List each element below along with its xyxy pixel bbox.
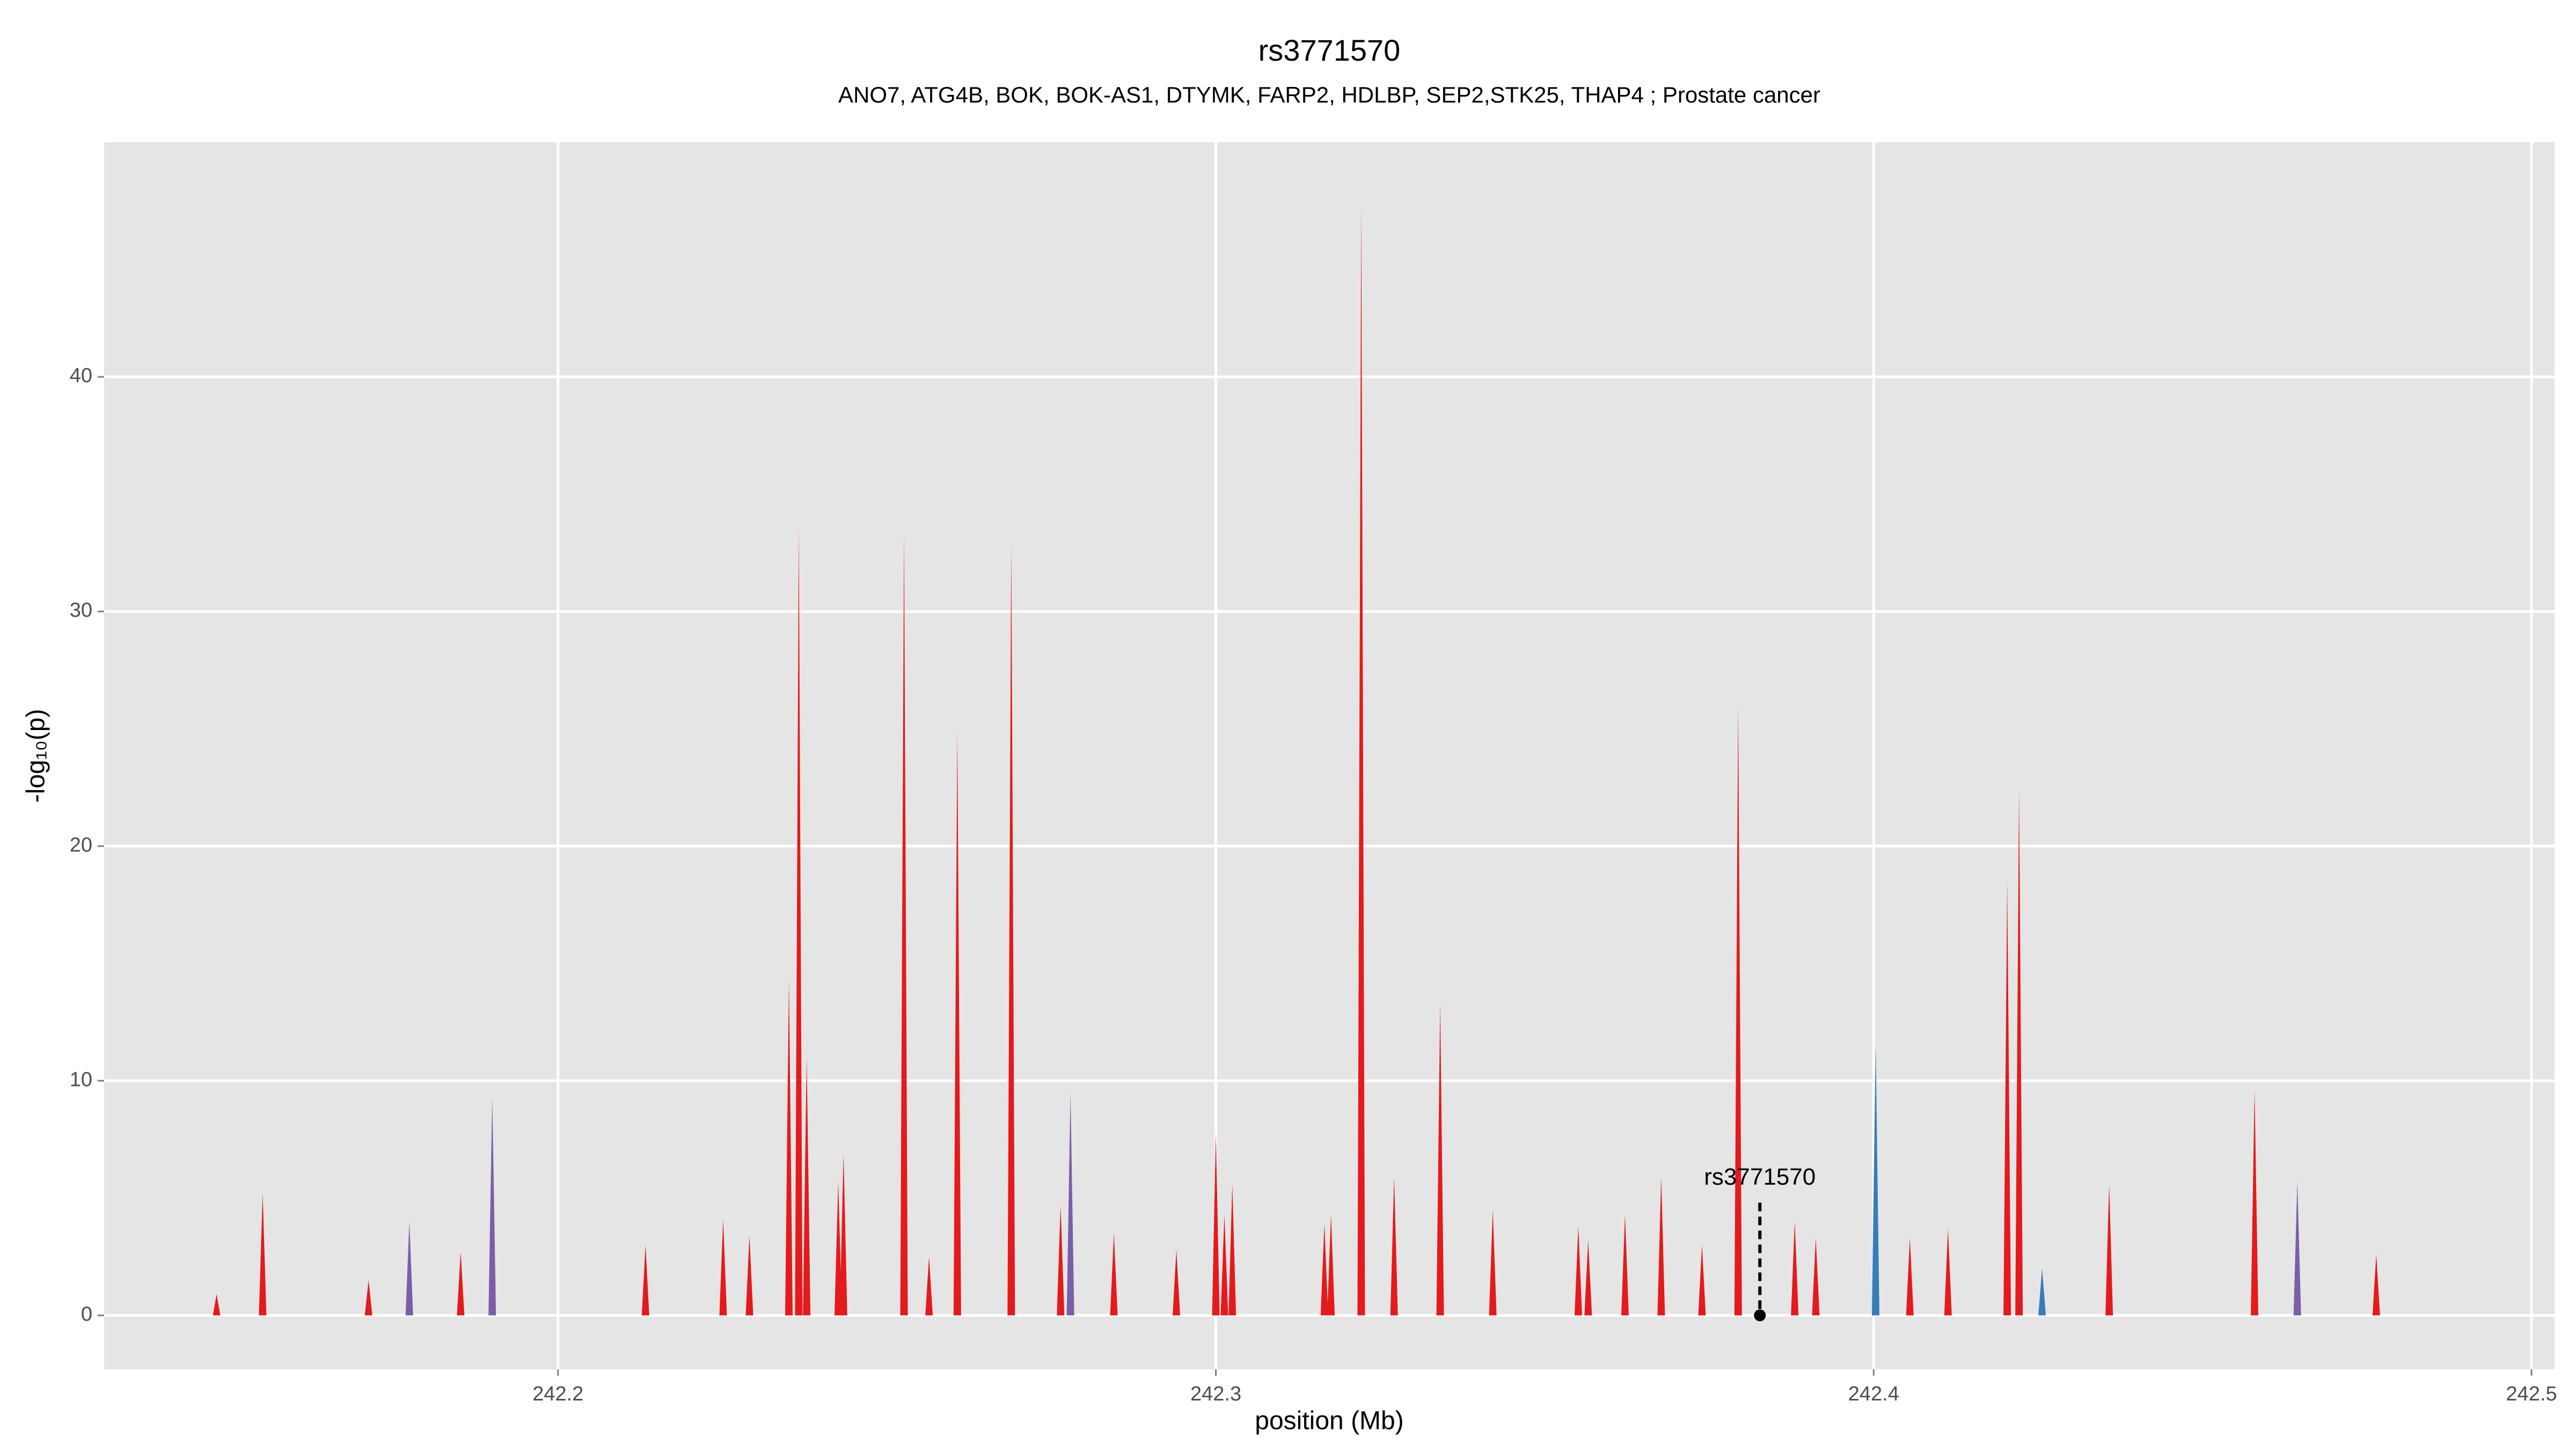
spike [2293,1181,2301,1316]
spike [1390,1177,1398,1316]
y-tick-label: 30 [70,599,92,622]
x-tick-label: 242.2 [532,1383,583,1405]
x-tick-label: 242.4 [1848,1383,1899,1405]
spike [213,1294,221,1316]
spike [1436,1003,1444,1316]
spike [405,1221,413,1316]
spike [2003,881,2011,1316]
spike [457,1252,465,1316]
spike [2251,1090,2259,1316]
spike [1320,1224,1328,1316]
spike [1007,543,1015,1316]
x-tick-label: 242.3 [1190,1383,1241,1405]
spike [488,1097,496,1316]
spike [1212,1132,1220,1316]
spike [364,1280,372,1316]
spike [1228,1184,1236,1316]
spike [1698,1245,1706,1316]
spike [1489,1209,1497,1316]
plot-panel [104,142,2555,1369]
spike [2105,1184,2113,1316]
spike [2015,790,2023,1316]
spike [259,1193,267,1316]
spike [1057,1205,1065,1316]
y-axis-label: -log₁₀(p) [22,709,50,803]
spike [1791,1221,1799,1316]
spike [1173,1250,1181,1316]
spike [2038,1268,2046,1316]
spike [925,1257,933,1316]
spike [1327,1214,1335,1316]
spike [839,1153,847,1316]
spike [953,731,961,1316]
spike [834,1181,842,1316]
spike [1872,1043,1880,1316]
x-axis-label: position (Mb) [1255,1407,1403,1435]
spike [785,980,793,1316]
spike [1812,1238,1820,1316]
spike [1220,1214,1228,1316]
spike [900,534,908,1316]
spike [795,527,803,1316]
annotation-point [1754,1309,1766,1322]
spike [2372,1254,2380,1316]
chart-title: rs3771570 [1258,33,1401,67]
chart-subtitle: ANO7, ATG4B, BOK, BOK-AS1, DTYMK, FARP2,… [838,82,1820,107]
x-tick-label: 242.5 [2506,1383,2557,1405]
annotation-label: rs3771570 [1704,1164,1816,1190]
y-tick-label: 10 [70,1068,92,1091]
y-tick-label: 20 [70,834,92,856]
spike [1066,1092,1074,1316]
spike [1357,203,1365,1316]
spike [745,1235,753,1316]
spike [641,1245,649,1316]
spike [1584,1240,1592,1316]
y-tick-label: 40 [70,364,92,387]
spike [1734,705,1742,1316]
spike [1110,1233,1118,1316]
spike [1657,1177,1665,1316]
spike [803,1057,811,1316]
spike [1944,1228,1952,1316]
y-tick-label: 0 [81,1303,92,1325]
spike [719,1219,727,1316]
spike [1621,1214,1629,1316]
spike [1906,1238,1914,1316]
spike [1574,1226,1582,1316]
